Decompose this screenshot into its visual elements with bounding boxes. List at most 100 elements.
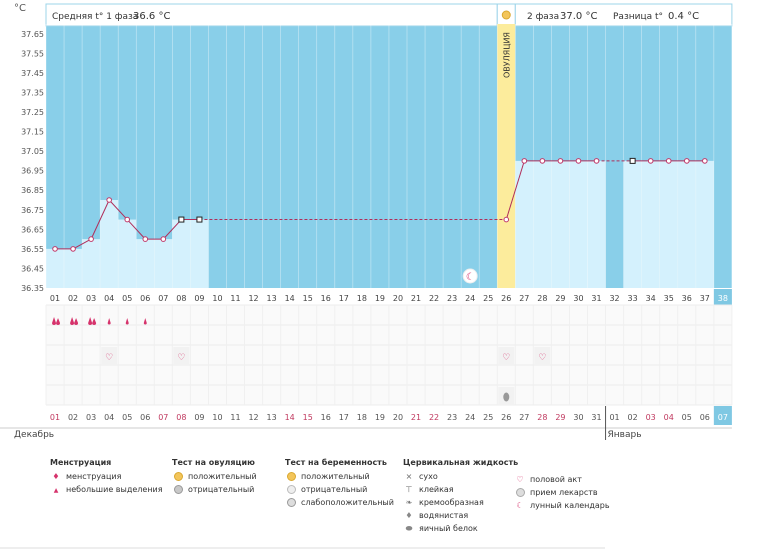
temp-point-flagged-day-33	[629, 157, 636, 164]
y-tick-label: 36.55	[21, 245, 44, 254]
y-tick-label: 36.45	[21, 264, 44, 273]
temp-bar-day-28	[533, 160, 552, 288]
y-tick-label: 37.55	[21, 49, 44, 58]
temp-bar-day-03	[82, 239, 101, 288]
heart-icon: ♡	[177, 353, 185, 363]
temp-bar-day-09	[190, 219, 209, 288]
legend-pregnancy-test: Тест на беременность положительный отриц…	[285, 458, 394, 509]
calendar-date-label: 07	[158, 413, 168, 422]
legend-item: лунный календарь	[530, 501, 610, 510]
y-tick-label: 37.15	[21, 128, 44, 137]
cycle-day-label: 17	[339, 294, 349, 303]
temp-point-day-34	[647, 158, 654, 164]
temp-bar-day-05	[118, 219, 137, 288]
drop-icon	[52, 317, 57, 325]
heart-cell	[534, 347, 551, 365]
calendar-date-label: 04	[104, 413, 114, 422]
phase2-value: 37.0 °C	[560, 11, 597, 22]
heart-icon: ♡	[538, 353, 546, 363]
legend-item: прием лекарств	[530, 488, 598, 497]
calendar-date-label: 03	[646, 413, 656, 422]
test-negative-icon	[173, 485, 183, 494]
calendar-date-label: 25	[483, 413, 493, 422]
legend-item: сухо	[419, 472, 438, 481]
calendar-date-label: 19	[375, 413, 385, 422]
ovulation-label: ОВУЛЯЦИЯ	[502, 32, 511, 78]
egg-white-icon: ⬬	[405, 524, 413, 533]
heart-icon: ♡	[502, 353, 510, 363]
cycle-day-label: 23	[447, 294, 457, 303]
temp-bar-day-36	[677, 160, 696, 288]
drop-icon	[74, 318, 79, 325]
today-highlight	[713, 406, 732, 425]
temp-point-day-05	[124, 216, 131, 223]
cycle-day-label: 30	[573, 294, 583, 303]
legend-title: Менструация	[50, 458, 112, 467]
cycle-day-label: 27	[519, 294, 529, 303]
calendar-date-label: 18	[357, 413, 367, 422]
calendar-date-label: 15	[303, 413, 313, 422]
cycle-day-label: 13	[267, 294, 277, 303]
cycle-day-label: 14	[285, 294, 295, 303]
cycle-day-label: 16	[321, 294, 331, 303]
temp-point-day-02	[70, 246, 76, 252]
legend-item: водянистая	[419, 511, 469, 520]
cycle-day-label: 38	[718, 294, 728, 303]
legend-title: Тест на беременность	[285, 458, 387, 467]
calendar-date-label: 12	[248, 413, 258, 422]
preg-negative-icon	[286, 485, 296, 494]
temp-line-segment	[162, 219, 182, 240]
month-label-january: Январь	[608, 430, 642, 440]
temp-bar-day-01	[46, 248, 65, 288]
phase1-label: Средняя t° 1 фаза	[52, 12, 138, 22]
current-day-highlight	[713, 289, 732, 305]
drop-icon	[88, 317, 93, 325]
heart-cell	[173, 347, 190, 365]
cycle-day-label: 12	[248, 294, 258, 303]
legend-item: половой акт	[530, 475, 582, 484]
month-label-december: Декабрь	[14, 430, 54, 440]
ovulation-column	[497, 24, 516, 288]
y-tick-label: 36.85	[21, 186, 44, 195]
drop-icon	[70, 317, 75, 325]
legend-other: ♡ половой акт прием лекарств ☾ лунный кале…	[514, 473, 610, 512]
small-drop-icon: ▲	[53, 487, 59, 494]
legend-item: яичный белок	[419, 524, 478, 533]
lunar-badge	[462, 268, 478, 284]
phase2-label: 2 фаза	[527, 12, 559, 22]
calendar-date-label: 26	[501, 413, 511, 422]
cycle-day-label: 37	[700, 294, 710, 303]
temp-bar-day-04	[100, 200, 119, 288]
cycle-day-label: 15	[303, 294, 313, 303]
temp-point-day-27	[521, 158, 528, 164]
y-tick-label: 37.35	[21, 88, 44, 97]
calendar-date-label: 06	[140, 413, 150, 422]
y-tick-label: 36.95	[21, 167, 44, 176]
temp-bar-day-33	[623, 160, 642, 288]
calendar-date-label: 24	[465, 413, 475, 422]
cycle-day-label: 35	[664, 294, 674, 303]
temp-point-day-07	[160, 236, 167, 242]
calendar-date-label: 07	[718, 413, 728, 422]
cycle-day-label: 21	[411, 294, 421, 303]
temp-bar-day-29	[551, 160, 570, 288]
diff-label: Разница t°	[613, 12, 663, 22]
temp-point-day-30	[575, 158, 582, 164]
cycle-day-label: 24	[465, 294, 475, 303]
drop-icon: ♦	[52, 472, 60, 481]
cycle-day-label: 28	[537, 294, 547, 303]
calendar-date-label: 27	[519, 413, 529, 422]
heart-icon: ♡	[105, 353, 113, 363]
cycle-day-label: 03	[86, 294, 96, 303]
cycle-day-label: 06	[140, 294, 150, 303]
heart-cell	[498, 347, 515, 365]
temp-bar-day-06	[136, 239, 155, 288]
temp-line-segment	[126, 219, 146, 240]
calendar-date-label: 08	[176, 413, 186, 422]
heart-cell	[101, 347, 118, 365]
dry-icon: ×	[405, 472, 413, 481]
cycle-day-label: 22	[429, 294, 439, 303]
temp-point-flagged-day-08	[178, 216, 185, 223]
drop-icon	[92, 318, 97, 325]
drop-icon	[56, 318, 61, 325]
